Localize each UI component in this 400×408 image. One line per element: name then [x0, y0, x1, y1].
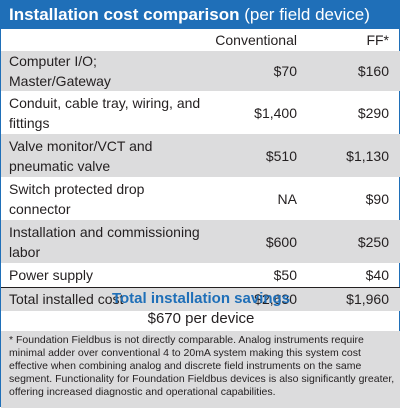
row-conventional-value: $50 [273, 266, 297, 283]
table-row: Power supply $50 $40 [1, 263, 400, 287]
row-conventional-value: $600 [265, 233, 297, 250]
table-row: Switch protected drop connector NA $90 [1, 177, 400, 220]
row-label: Computer I/O; Master/Gateway [9, 53, 111, 89]
row-label: Switch protected drop connector [9, 180, 145, 217]
total-row: Total installed cost $2,630 $1,960 [1, 287, 400, 311]
row-label: Installation and commissioning labor [9, 223, 200, 260]
row-label: Power supply [9, 266, 94, 283]
row-conventional-value: $70 [273, 63, 297, 79]
savings-value: $670 per device [147, 310, 255, 327]
row-ff-value: $290 [357, 104, 389, 121]
cost-table: Computer I/O; Master/Gateway $70 $160 Co… [1, 51, 400, 311]
savings-summary: Total installation savings $670 per devi… [1, 289, 400, 329]
title-bar: Installation cost comparison (per field … [1, 1, 400, 29]
total-ff-value: $1,960 [346, 291, 389, 308]
row-ff-value: $40 [365, 266, 389, 283]
row-conventional-value: $510 [265, 147, 297, 164]
column-header-ff: FF* [366, 32, 389, 48]
table-row: Valve monitor/VCT and pneumatic valve $5… [1, 134, 400, 177]
row-conventional-value: NA [277, 190, 297, 207]
row-conventional-value: $1,400 [254, 104, 297, 121]
table-row: Installation and commissioning labor $60… [1, 220, 400, 263]
title-subtitle: (per field device) [244, 5, 370, 24]
row-ff-value: $160 [357, 63, 389, 79]
total-label: Total installed cost [9, 291, 124, 308]
total-conventional-value: $2,630 [254, 291, 297, 308]
title-main: Installation cost comparison [9, 5, 240, 24]
table-row: Computer I/O; Master/Gateway $70 $160 [1, 51, 400, 91]
row-ff-value: $90 [365, 190, 389, 207]
row-ff-value: $1,130 [346, 147, 389, 164]
footnote: * Foundation Fieldbus is not directly co… [1, 331, 400, 408]
row-label: Valve monitor/VCT and pneumatic valve [9, 137, 153, 174]
savings-title: Total installation savings [111, 290, 291, 307]
table-row: Conduit, cable tray, wiring, and fitting… [1, 91, 400, 134]
column-header-conventional: Conventional [215, 32, 297, 48]
row-label: Conduit, cable tray, wiring, and fitting… [9, 94, 201, 131]
row-ff-value: $250 [357, 233, 389, 250]
